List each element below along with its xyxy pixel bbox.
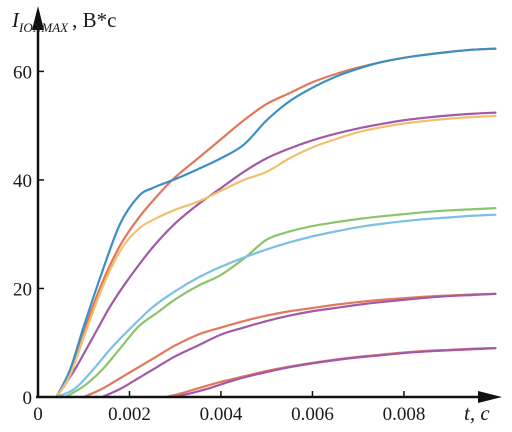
x-axis-arrow	[478, 391, 502, 403]
ticks-layer: 0 0.002 0.004 0.006 0.008 0 20 40 60	[13, 62, 425, 425]
y-axis-title: IIONMAX, В*с	[11, 8, 116, 35]
series-line-4	[55, 114, 497, 399]
y-axis-title-subscript: IONMAX	[18, 20, 69, 35]
x-tick-label: 0.002	[108, 404, 151, 425]
x-tick-label: 0.008	[383, 404, 426, 425]
x-tick-label: 0.006	[291, 404, 334, 425]
series-line-7	[82, 292, 497, 399]
series-line-9	[164, 347, 497, 399]
y-axis-arrow	[32, 6, 44, 30]
y-axis-title-unit: , В*с	[72, 8, 116, 32]
y-tick-label: 60	[13, 62, 32, 83]
x-tick-label: 0.004	[200, 404, 243, 425]
series-line-3	[55, 111, 497, 399]
y-tick-label: 0	[23, 388, 33, 409]
x-tick-label: 0	[33, 404, 43, 425]
series-line-8	[100, 292, 497, 399]
series-layer	[55, 47, 497, 399]
series-line-10	[174, 347, 497, 399]
series-line-2	[55, 47, 497, 399]
x-axis-title: t, c	[464, 401, 490, 425]
series-line-6	[55, 213, 497, 399]
series-line-5	[64, 207, 497, 399]
y-tick-label: 40	[13, 171, 32, 192]
y-axis-title-main: I	[11, 8, 20, 32]
axes	[32, 6, 502, 403]
y-tick-label: 20	[13, 279, 32, 300]
